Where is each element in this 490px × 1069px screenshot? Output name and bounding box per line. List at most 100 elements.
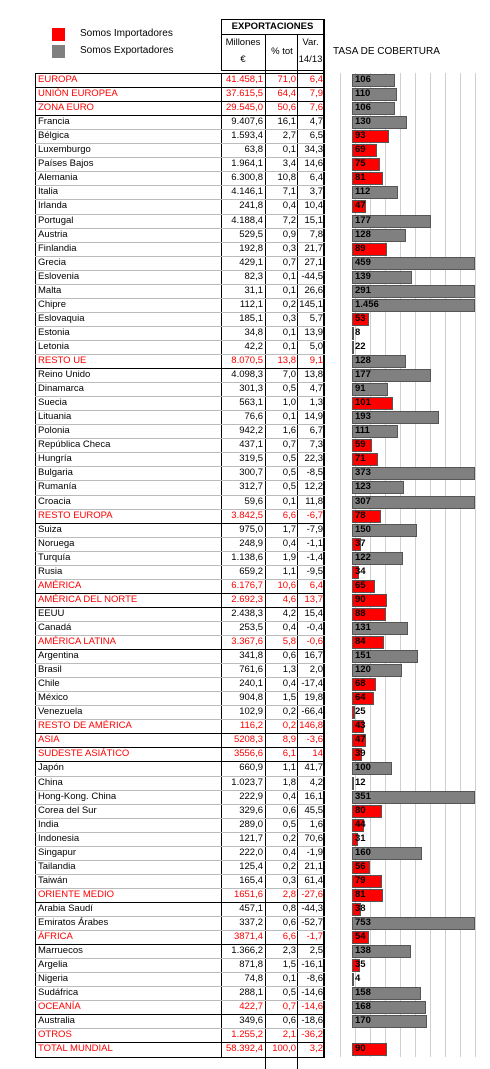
bar-label: 81 xyxy=(355,172,366,184)
bar xyxy=(352,537,361,551)
row-name: Sudáfrica xyxy=(38,987,79,999)
bar-label: 128 xyxy=(355,355,371,366)
cell-pct: 0,1 xyxy=(282,411,296,423)
cell-var: 19,8 xyxy=(304,692,324,704)
header-var-period: 14/13 xyxy=(298,54,323,65)
row-line xyxy=(35,845,325,847)
cell-var: 70,6 xyxy=(304,832,324,844)
bar xyxy=(352,593,387,607)
cell-var: 145,1 xyxy=(299,298,323,310)
cell-pct: 0,2 xyxy=(282,832,296,844)
cell-millones: 563,1 xyxy=(239,397,263,409)
row-name: Luxemburgo xyxy=(38,144,91,156)
row-line xyxy=(35,733,325,735)
bar xyxy=(352,495,475,509)
bar xyxy=(352,650,418,664)
bar-label: 106 xyxy=(355,74,371,85)
cell-millones: 349,6 xyxy=(239,1015,263,1027)
cell-millones: 341,8 xyxy=(239,650,263,662)
cell-pct: 50,6 xyxy=(277,102,297,114)
cell-var: 146,8 xyxy=(299,720,323,732)
cell-millones: 3.367,6 xyxy=(231,636,263,647)
cell-var: 15,4 xyxy=(304,607,324,619)
cell-millones: 125,4 xyxy=(239,860,263,872)
bar-label: 177 xyxy=(355,214,371,226)
cell-millones: 437,1 xyxy=(239,439,263,451)
cell-var: 10,4 xyxy=(304,200,324,212)
row-line xyxy=(35,620,325,622)
cell-var: -52,7 xyxy=(301,917,323,928)
cell-millones: 6.176,7 xyxy=(231,579,263,591)
cell-pct: 0,5 xyxy=(282,383,296,395)
cell-var: 5,7 xyxy=(309,312,323,324)
row-line xyxy=(35,410,325,412)
cell-var: -9,5 xyxy=(306,565,323,577)
bar-label: 12 xyxy=(355,776,366,788)
grid-line xyxy=(475,73,476,1057)
cell-pct: 6,1 xyxy=(282,748,296,760)
bar-label: 90 xyxy=(355,593,366,605)
row-name: Alemania xyxy=(38,172,78,184)
cell-var: -66,4 xyxy=(301,706,323,718)
cell-millones: 34,8 xyxy=(244,326,264,338)
row-line xyxy=(35,129,325,131)
row-line xyxy=(35,283,325,285)
grid-line xyxy=(385,73,386,1057)
bar-label: 753 xyxy=(355,917,371,928)
row-name: Lituania xyxy=(38,411,72,423)
cell-var: 22,3 xyxy=(304,453,324,465)
cell-pct: 64,4 xyxy=(277,88,297,100)
row-line xyxy=(35,354,325,355)
bar xyxy=(352,130,389,144)
cell-millones: 185,1 xyxy=(239,312,263,324)
cell-pct: 0,5 xyxy=(282,467,296,479)
cell-pct: 4,2 xyxy=(282,607,296,619)
row-line xyxy=(35,578,325,580)
cell-pct: 100,0 xyxy=(272,1043,296,1055)
row-name: Suiza xyxy=(38,523,62,535)
row-line xyxy=(35,761,325,763)
row-name: Dinamarca xyxy=(38,383,84,395)
cell-var: -1,4 xyxy=(306,551,323,563)
row-name: Reino Unido xyxy=(38,369,91,381)
cell-var: 6,5 xyxy=(309,130,323,142)
cell-millones: 222,9 xyxy=(239,790,263,802)
bar xyxy=(352,565,359,579)
cell-millones: 31,1 xyxy=(244,284,264,296)
row-name: Bélgica xyxy=(38,130,70,142)
cell-millones: 1.593,4 xyxy=(231,130,263,142)
cell-millones: 337,2 xyxy=(239,917,263,928)
cell-var: 6,4 xyxy=(309,74,323,85)
cell-millones: 529,5 xyxy=(239,228,263,240)
bar-label: 128 xyxy=(355,228,371,240)
cell-var: 12,2 xyxy=(304,481,324,493)
cell-millones: 165,4 xyxy=(239,874,263,886)
cell-millones: 63,8 xyxy=(244,144,264,156)
legend-swatch-importer xyxy=(52,28,65,41)
row-line xyxy=(35,691,325,693)
cell-pct: 0,2 xyxy=(282,860,296,872)
cell-pct: 0,1 xyxy=(282,495,296,507)
cell-var: -8,6 xyxy=(306,973,323,985)
cell-millones: 222,0 xyxy=(239,846,263,858)
bar-label: 168 xyxy=(355,1001,371,1013)
bar-label: 138 xyxy=(355,945,371,957)
cell-var: 5,0 xyxy=(309,340,323,352)
bar-label: 69 xyxy=(355,144,366,156)
cell-millones: 8.070,5 xyxy=(231,355,263,366)
cell-millones: 1651,6 xyxy=(233,888,263,900)
bar xyxy=(352,902,361,916)
row-name: AMÉRICA DEL NORTE xyxy=(38,593,138,605)
bar-label: 150 xyxy=(355,523,371,535)
bar xyxy=(352,116,407,130)
row-name: Rumanía xyxy=(38,481,77,493)
cell-pct: 0,6 xyxy=(282,1015,296,1027)
row-name: Japón xyxy=(38,762,64,774)
cell-millones: 102,9 xyxy=(239,706,263,718)
row-line xyxy=(35,719,325,721)
grid-line xyxy=(415,73,416,1057)
cell-pct: 0,4 xyxy=(282,790,296,802)
cell-var: 3,7 xyxy=(309,186,323,198)
bar-label: 43 xyxy=(355,720,366,732)
cell-var: -44,3 xyxy=(301,902,323,914)
